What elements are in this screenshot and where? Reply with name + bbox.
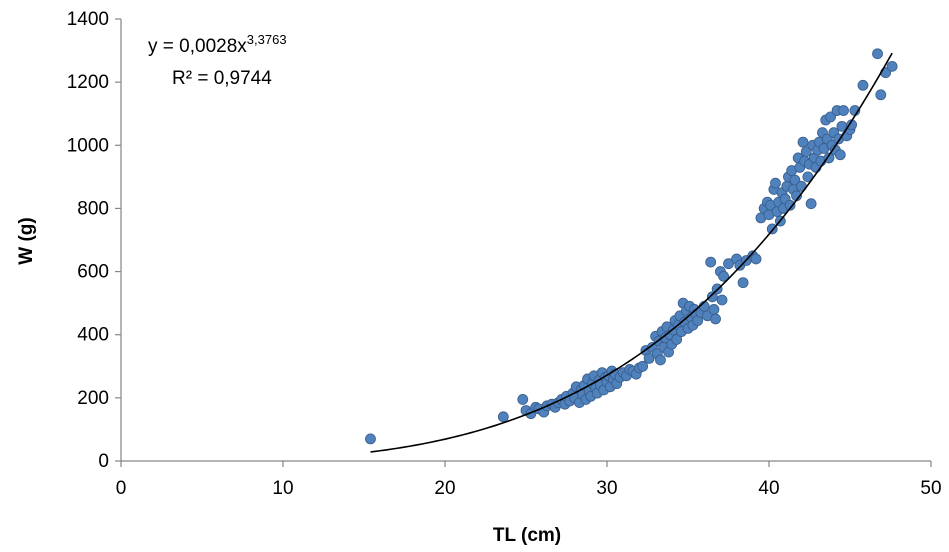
data-point <box>834 149 846 161</box>
y-tick-label: 600 <box>77 262 109 283</box>
r-squared: R² = 0,9744 <box>172 68 272 89</box>
data-point <box>365 433 376 445</box>
x-axis-title: TL (cm) <box>493 525 561 546</box>
x-tick-label: 40 <box>758 478 779 499</box>
equation-exponent: 3,3763 <box>247 32 287 47</box>
data-point <box>857 79 869 91</box>
data-point <box>671 334 683 345</box>
data-point <box>886 60 898 72</box>
y-tick-label: 1400 <box>67 9 109 30</box>
equation-prefix: y = 0,0028x <box>148 36 247 57</box>
data-point <box>706 291 718 303</box>
data-point <box>723 258 734 270</box>
data-point <box>872 48 883 60</box>
y-tick-label: 800 <box>77 198 109 219</box>
data-point <box>797 136 809 148</box>
data-point <box>718 270 730 282</box>
data-point <box>517 394 529 405</box>
x-tick-label: 30 <box>596 478 617 499</box>
data-point <box>655 354 666 366</box>
trend-equation: y = 0,0028x3,3763 <box>148 32 287 57</box>
data-point <box>823 152 835 164</box>
axes <box>115 18 932 467</box>
data-point <box>838 105 849 116</box>
y-tick-label: 400 <box>77 325 109 346</box>
data-point <box>805 198 817 210</box>
data-point <box>708 304 720 315</box>
data-point <box>705 256 717 268</box>
data-point <box>770 177 781 189</box>
data-point <box>716 294 728 306</box>
data-point <box>497 411 509 423</box>
x-tick-label: 10 <box>272 478 293 499</box>
x-tick-label: 20 <box>434 478 455 499</box>
data-point <box>750 253 762 265</box>
y-tick-label: 1200 <box>67 72 109 93</box>
data-point <box>825 111 836 123</box>
y-axis-title: W (g) <box>16 217 37 264</box>
data-point <box>789 174 801 186</box>
markers-layer <box>365 48 898 445</box>
data-point <box>800 146 812 158</box>
data-point <box>643 352 655 364</box>
trendline <box>370 52 893 453</box>
y-tick-label: 200 <box>77 388 109 409</box>
data-point <box>637 360 649 372</box>
y-tick-label: 1000 <box>67 135 109 156</box>
tick-labels: 0 200 400 600 800 1000 1200 1400 0 10 20 30 40 50 <box>67 9 942 499</box>
x-tick-label: 50 <box>920 478 941 499</box>
data-point <box>710 313 721 325</box>
data-point <box>737 277 749 289</box>
data-point <box>875 89 887 101</box>
x-tick-label: 0 <box>116 478 127 499</box>
data-point <box>784 199 796 211</box>
y-tick-label: 0 <box>98 451 109 472</box>
